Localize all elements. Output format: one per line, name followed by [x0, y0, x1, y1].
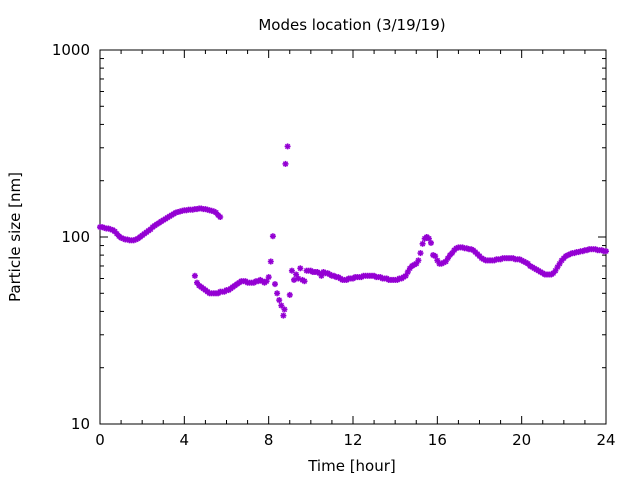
data-point [419, 240, 426, 247]
data-point [191, 272, 198, 279]
x-tick-labels: 0 4 8 12 16 20 24 [95, 431, 615, 449]
data-point [603, 248, 609, 255]
x-tick-label: 4 [180, 431, 190, 449]
y-axis-label: Particle size [nm] [6, 172, 24, 302]
data-point [288, 267, 295, 274]
data-point [274, 290, 281, 297]
data-point [425, 235, 432, 242]
data-point [217, 214, 224, 220]
data-point [297, 265, 304, 272]
data-point [415, 257, 422, 264]
data-point [276, 297, 283, 304]
axis-ticks [99, 49, 607, 425]
data-point [301, 278, 308, 285]
x-tick-label: 0 [95, 431, 105, 449]
chart-title: Modes location (3/19/19) [258, 16, 445, 34]
plot-frame [99, 49, 607, 425]
data-point [286, 291, 293, 298]
y-tick-label: 10 [71, 415, 90, 433]
data-point [265, 274, 272, 281]
x-tick-label: 12 [343, 431, 362, 449]
y-tick-label: 100 [61, 228, 90, 246]
data-point [281, 306, 288, 313]
data-point [272, 281, 278, 288]
x-tick-label: 20 [512, 431, 531, 449]
data-point [280, 312, 287, 319]
y-tick-label: 1000 [52, 41, 90, 59]
x-axis-label: Time [hour] [307, 457, 396, 475]
data-point [269, 233, 276, 240]
data-point [267, 258, 274, 265]
data-point [428, 239, 434, 246]
x-tick-label: 8 [264, 431, 274, 449]
x-tick-label: 16 [428, 431, 447, 449]
x-tick-label: 24 [596, 431, 615, 449]
data-point [417, 250, 424, 257]
y-tick-labels: 10 100 1000 [52, 41, 90, 433]
data-point [282, 160, 289, 167]
data-series [97, 143, 609, 319]
data-point [284, 143, 291, 150]
